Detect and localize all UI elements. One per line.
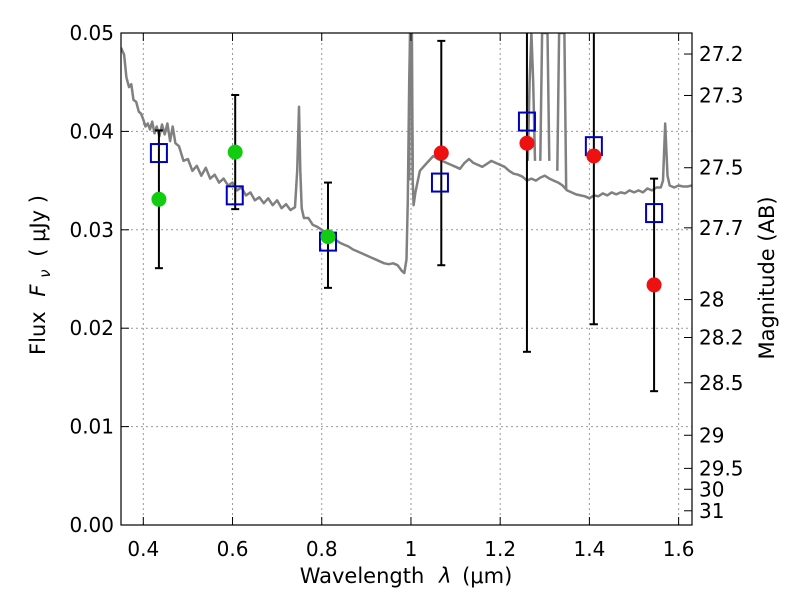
x-axis-label-text: Wavelength — [300, 564, 425, 588]
observed-optical-point — [151, 191, 167, 207]
magnitude-tick-label: 27.3 — [699, 83, 744, 107]
x-tick-label: 0.8 — [306, 537, 338, 561]
magnitude-tick-label: 30 — [699, 477, 724, 501]
y-axis-label-subscript: ν — [36, 269, 54, 277]
x-axis-label-symbol: λ — [438, 564, 451, 588]
observed-nir-point — [586, 148, 602, 164]
model-photometry-square — [645, 203, 664, 224]
magnitude-tick-label: 28.5 — [699, 371, 744, 395]
y-tick-label: 0.05 — [69, 21, 114, 45]
magnitude-tick-label: 27.7 — [699, 216, 744, 240]
plot-area — [121, 33, 692, 275]
y-tick-label: 0.00 — [69, 513, 114, 537]
y-axis-label-unit: ( μJy ) — [26, 195, 50, 257]
model-photometry-square — [517, 111, 536, 132]
x-tick-label: 0.6 — [217, 537, 249, 561]
y-tick-label: 0.02 — [69, 316, 114, 340]
x-tick-label: 1.2 — [484, 537, 516, 561]
observed-nir-point — [646, 277, 662, 293]
y-tick-label: 0.01 — [69, 415, 114, 439]
magnitude-tick-label: 29.5 — [699, 456, 744, 480]
y-axis-label-text: Flux — [26, 311, 50, 355]
magnitude-axis-label: Magnitude (AB) — [755, 196, 779, 359]
grid — [121, 32, 692, 526]
plot-frame — [120, 32, 693, 526]
observed-nir-point — [519, 135, 535, 151]
model-spectrum-spike — [539, 33, 551, 161]
y-tick-label: 0.04 — [69, 119, 114, 143]
model-spectrum-spike — [556, 33, 568, 191]
y-axis-label-symbol: F — [26, 284, 50, 297]
magnitude-tick-label: 31 — [699, 499, 724, 523]
model-photometry-square — [149, 143, 168, 164]
x-tick-label: 1.4 — [573, 537, 605, 561]
model-spectrum-line — [121, 33, 692, 275]
x-tick-label: 1 — [405, 537, 418, 561]
observed-nir-point — [433, 145, 449, 161]
x-axis-label: Wavelength λ (μm) — [300, 564, 513, 588]
axes-ticks: 0.4 0.6 0.8 1 1.2 1.4 1.6 0.00 0.01 0.02 0.03 0.04 0… — [69, 21, 743, 561]
y-tick-label: 0.03 — [69, 218, 114, 242]
model-photometry-square — [225, 185, 244, 206]
model-spectrum-spike — [407, 33, 414, 181]
observed-optical-point — [320, 229, 336, 245]
x-tick-label: 0.4 — [127, 537, 159, 561]
y-axis-label: Flux F ν ( μJy ) — [26, 195, 55, 355]
x-axis-label-unit: (μm) — [462, 564, 512, 588]
model-spectrum-spike — [526, 33, 537, 161]
observed-optical-point — [227, 144, 243, 160]
model-photometry-square — [430, 172, 449, 193]
magnitude-tick-label: 27.5 — [699, 156, 744, 180]
magnitude-tick-label: 28 — [699, 288, 724, 312]
error-bars — [149, 33, 664, 393]
magnitude-tick-label: 28.2 — [699, 326, 744, 350]
x-tick-label: 1.6 — [663, 537, 695, 561]
magnitude-tick-label: 29 — [699, 423, 724, 447]
magnitude-tick-label: 27.2 — [699, 42, 744, 66]
